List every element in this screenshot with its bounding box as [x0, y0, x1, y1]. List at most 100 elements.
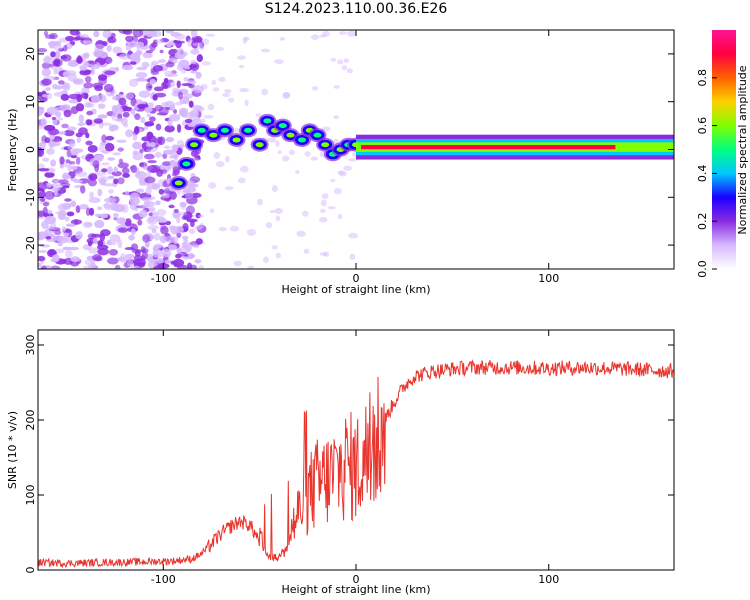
noise-blob [99, 213, 109, 218]
noise-blob [218, 226, 228, 232]
noise-blob [103, 83, 114, 93]
y-tick-label: -20 [24, 236, 37, 254]
noise-blob [212, 87, 220, 92]
noise-blob [228, 97, 235, 103]
noise-blob [70, 165, 78, 171]
noise-blob [120, 117, 128, 126]
colorbar-tick-label: 0.0 [696, 260, 709, 278]
noise-blob [304, 151, 311, 157]
snr-line [38, 359, 674, 569]
signal-core [278, 123, 287, 129]
noise-blob [190, 30, 198, 38]
noise-blob [142, 51, 153, 59]
noise-blob [87, 241, 93, 247]
noise-blob [125, 35, 134, 42]
signal-core [209, 132, 218, 138]
colorbar-tick-label: 0.2 [696, 212, 709, 230]
noise-blob [78, 114, 84, 123]
noise-blob [107, 36, 117, 44]
noise-blob [149, 142, 156, 148]
noise-blob [182, 235, 189, 240]
noise-blob [66, 149, 72, 158]
noise-blob [333, 115, 340, 120]
noise-blob [134, 265, 140, 269]
noise-blob [165, 235, 176, 244]
noise-blob [62, 174, 72, 180]
noise-blob [40, 197, 46, 202]
noise-blob [134, 102, 140, 111]
noise-blob [149, 116, 156, 122]
noise-blob [247, 265, 255, 269]
noise-blob [131, 249, 143, 254]
noise-blob [93, 49, 102, 58]
noise-blob [275, 252, 282, 259]
noise-blob [68, 160, 76, 165]
noise-blob [161, 102, 170, 107]
colorbar-tick-label: 0.8 [696, 69, 709, 87]
noise-blob [122, 173, 131, 178]
noise-blob [88, 207, 95, 216]
noise-blob [97, 188, 103, 197]
noise-blob [171, 173, 178, 177]
noise-blob [41, 62, 51, 70]
noise-blob [107, 157, 116, 161]
noise-blob [134, 41, 145, 48]
noise-blob [140, 197, 153, 202]
noise-blob [190, 48, 200, 55]
noise-blob [199, 45, 205, 51]
noise-blob [171, 144, 179, 153]
noise-blob [65, 35, 75, 42]
noise-blob [208, 182, 217, 189]
noise-blob [130, 108, 136, 115]
noise-blob [195, 238, 203, 245]
noise-blob [112, 46, 123, 54]
noise-blob [148, 206, 156, 212]
x-tick-label: -100 [151, 272, 176, 285]
noise-blob [159, 235, 167, 244]
noise-blob [70, 256, 80, 263]
noise-blob [311, 86, 319, 91]
noise-blob [111, 170, 123, 177]
noise-blob [139, 148, 144, 154]
noise-blob [168, 204, 175, 209]
noise-blob [154, 151, 162, 158]
noise-blob [133, 258, 146, 267]
noise-blob [134, 125, 140, 135]
noise-blob [330, 57, 337, 62]
noise-blob [177, 91, 183, 100]
noise-blob [134, 113, 141, 121]
noise-blob [198, 264, 205, 269]
noise-blob [163, 145, 171, 149]
noise-blob [132, 30, 144, 38]
noise-blob [229, 225, 240, 232]
noise-blob [57, 242, 63, 247]
noise-blob [197, 214, 205, 218]
signal-core [182, 161, 191, 167]
noise-blob [49, 265, 61, 269]
noise-blob [54, 235, 66, 242]
noise-blob [185, 205, 196, 215]
noise-blob [156, 218, 168, 223]
noise-blob [49, 141, 56, 148]
noise-blob [147, 160, 157, 164]
noise-blob [104, 70, 116, 75]
noise-blob [138, 90, 151, 98]
noise-blob [174, 101, 183, 106]
noise-blob [240, 165, 249, 173]
noise-blob [124, 218, 132, 227]
noise-blob [155, 200, 161, 206]
noise-blob [183, 93, 194, 99]
noise-blob [111, 112, 117, 121]
noise-blob [327, 206, 336, 210]
noise-blob [44, 92, 53, 100]
noise-blob [86, 110, 93, 116]
noise-blob [70, 151, 79, 155]
noise-blob [97, 114, 108, 119]
noise-blob [174, 152, 179, 161]
noise-blob [156, 112, 168, 116]
noise-blob [75, 56, 84, 64]
noise-blob [46, 106, 59, 116]
noise-blob [166, 73, 179, 77]
noise-blob [207, 103, 215, 111]
